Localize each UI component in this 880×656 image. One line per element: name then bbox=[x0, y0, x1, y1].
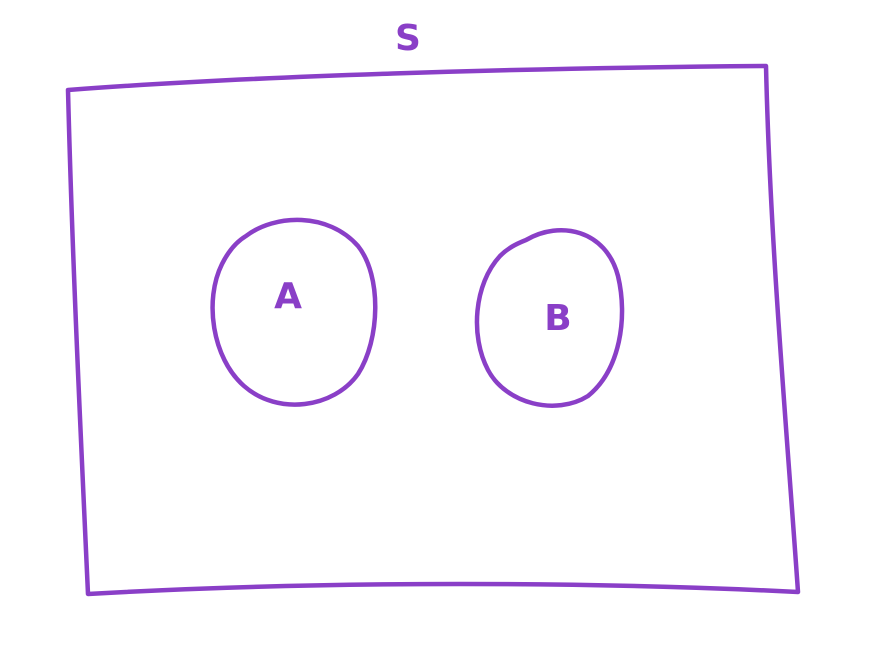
universal-set-rectangle bbox=[65, 63, 801, 597]
universal-set-label: S bbox=[395, 18, 421, 59]
set-b-label: B bbox=[544, 298, 571, 339]
set-a-circle bbox=[210, 217, 378, 407]
set-b-circle bbox=[474, 227, 625, 408]
set-a-label: A bbox=[274, 276, 302, 317]
